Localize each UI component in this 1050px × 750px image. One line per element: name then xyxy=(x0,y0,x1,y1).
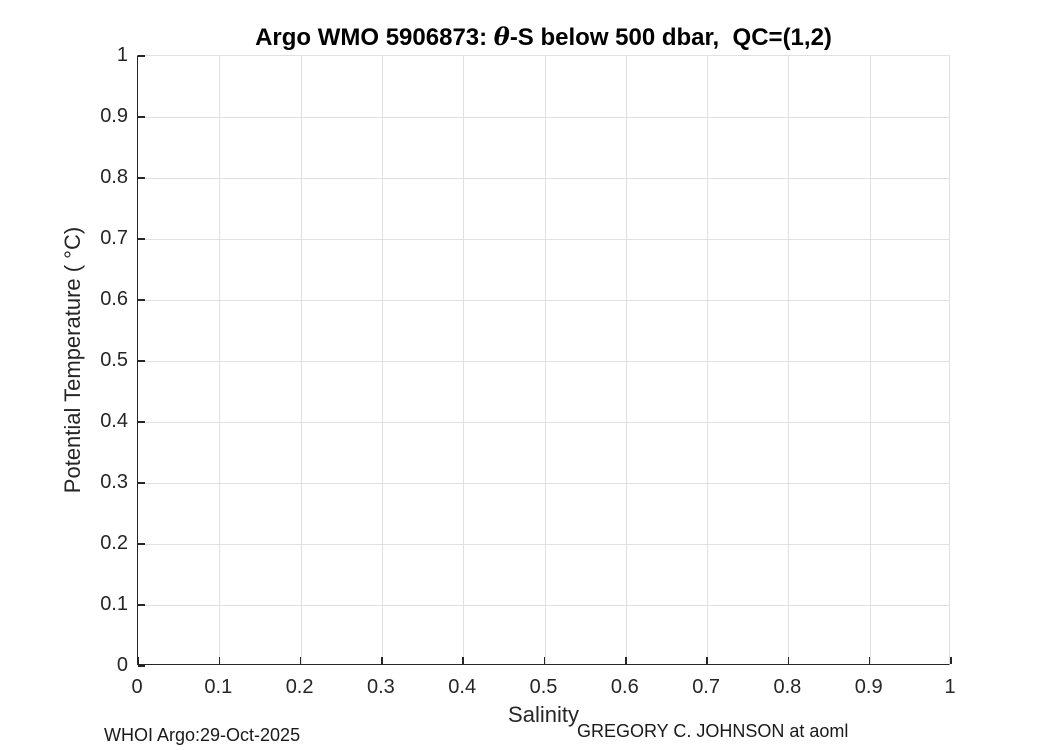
y-axis-tick xyxy=(138,238,145,240)
y-axis-tick xyxy=(138,299,145,301)
x-axis-tick xyxy=(868,657,871,664)
gridline-horizontal xyxy=(138,117,949,118)
gridline-horizontal xyxy=(138,300,949,301)
y-axis-tick xyxy=(138,360,145,362)
x-tick-label: 0.6 xyxy=(610,676,639,698)
gridline-vertical xyxy=(869,56,871,664)
y-tick-label: 0 xyxy=(116,654,128,676)
footer-watermark-author: GREGORY C. JOHNSON at aoml xyxy=(577,721,849,741)
x-axis-tick xyxy=(137,657,139,664)
y-tick-label: 0.8 xyxy=(100,166,128,188)
x-tick-label: 0.5 xyxy=(529,676,558,698)
y-tick-label: 0.3 xyxy=(100,471,128,493)
x-tick-label: 0.4 xyxy=(448,676,477,698)
x-axis-tick xyxy=(299,657,302,664)
footer-watermark-whoi: WHOI Argo:29-Oct-2025 xyxy=(104,725,301,745)
x-axis-tick xyxy=(625,657,627,664)
gridline-vertical xyxy=(707,56,709,664)
x-tick-label: 0.3 xyxy=(366,676,395,698)
x-axis-tick xyxy=(381,657,383,664)
x-tick-label: 0.9 xyxy=(854,676,883,698)
x-tick-label: 0.7 xyxy=(692,676,720,698)
x-axis-label: Salinity xyxy=(508,702,579,727)
gridline-horizontal xyxy=(138,239,949,240)
gridline-horizontal xyxy=(138,544,949,545)
x-tick-label: 0 xyxy=(131,676,143,698)
y-tick-label: 0.2 xyxy=(100,532,128,554)
plot-area xyxy=(137,55,952,667)
y-axis-tick xyxy=(138,482,145,484)
y-axis-tick xyxy=(138,177,145,179)
gridline-vertical xyxy=(544,56,546,664)
x-axis-tick xyxy=(543,657,546,664)
y-axis-tick xyxy=(138,604,145,606)
y-tick-label: 0.7 xyxy=(100,227,128,249)
x-axis-tick xyxy=(218,657,221,664)
chart-title-suffix: -S below 500 dbar, QC=(1,2) xyxy=(509,24,832,51)
x-axis-tick xyxy=(462,657,464,664)
y-axis-tick xyxy=(138,665,145,667)
theta-symbol: θ xyxy=(493,22,510,51)
y-tick-label: 0.9 xyxy=(100,105,128,127)
x-tick-label: 0.1 xyxy=(204,676,233,698)
y-tick-label: 0.1 xyxy=(100,593,128,615)
y-tick-label: 0.4 xyxy=(100,410,128,432)
y-tick-label: 0.5 xyxy=(100,349,128,371)
y-axis-tick xyxy=(138,116,145,118)
chart-title-prefix: Argo WMO 5906873: xyxy=(255,24,494,51)
x-axis-tick xyxy=(787,657,790,664)
y-axis-tick xyxy=(138,421,145,423)
x-tick-label: 0.2 xyxy=(285,676,314,698)
gridline-vertical xyxy=(625,56,627,664)
x-tick-label: 0.8 xyxy=(773,676,802,698)
gridline-horizontal xyxy=(138,605,949,606)
x-tick-label: 1 xyxy=(944,676,956,698)
y-tick-label: 0.6 xyxy=(100,288,128,310)
gridline-vertical xyxy=(300,56,302,664)
y-tick-label: 1 xyxy=(116,44,128,66)
gridline-vertical xyxy=(219,56,221,664)
chart-title: Argo WMO 5906873: θ-S below 500 dbar, QC… xyxy=(137,23,950,52)
gridline-vertical xyxy=(788,56,790,664)
gridline-vertical xyxy=(381,56,383,664)
y-axis-tick xyxy=(138,543,145,545)
gridline-horizontal xyxy=(138,361,949,362)
gridline-vertical xyxy=(463,56,465,664)
x-axis-tick xyxy=(706,657,708,664)
x-axis-tick xyxy=(950,657,952,664)
y-axis-tick xyxy=(138,55,145,57)
gridline-horizontal xyxy=(138,178,949,179)
gridline-horizontal xyxy=(138,422,949,423)
gridline-horizontal xyxy=(138,483,949,484)
